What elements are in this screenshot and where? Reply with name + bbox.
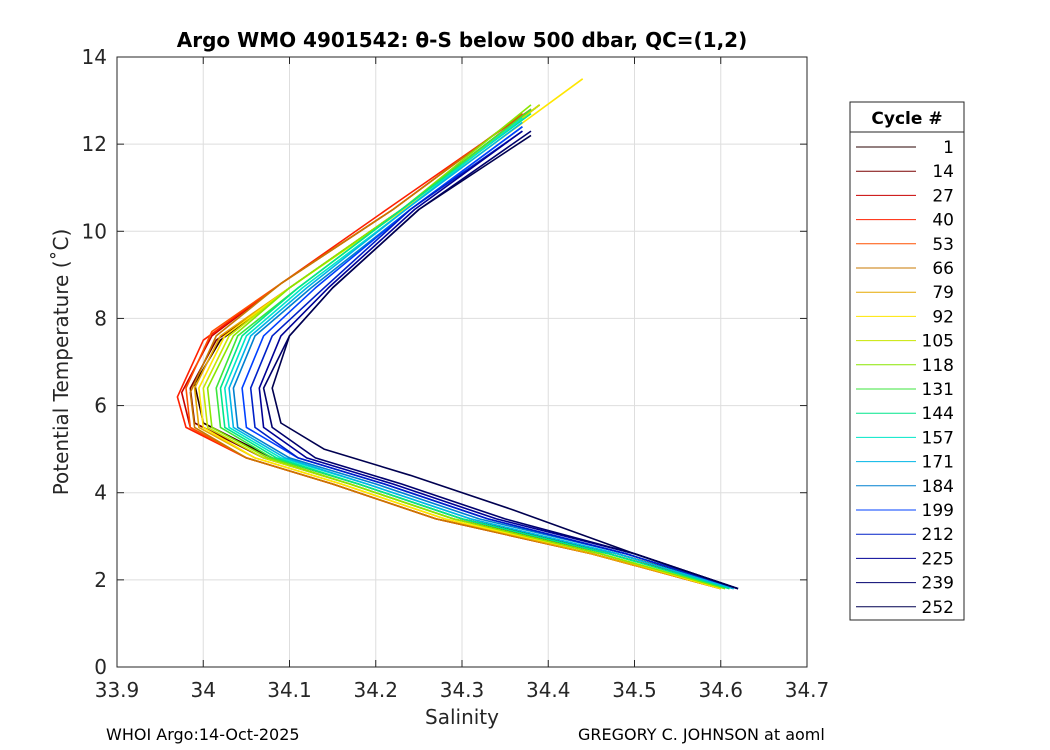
legend-label-131: 131 [922, 380, 954, 400]
chart-title: Argo WMO 4901542: θ-S below 500 dbar, QC… [177, 28, 747, 52]
x-axis-label: Salinity [425, 705, 499, 729]
y-tick-label: 14 [82, 45, 107, 69]
footer-author: GREGORY C. JOHNSON at aoml [578, 725, 825, 744]
x-tick-label: 34.4 [526, 678, 571, 702]
series-line-cycle-184 [232, 126, 739, 590]
legend-label-199: 199 [922, 501, 954, 521]
legend-label-53: 53 [932, 235, 954, 255]
legend-label-184: 184 [922, 477, 954, 497]
y-tick-label: 8 [94, 306, 107, 330]
legend-label-40: 40 [932, 211, 954, 231]
y-tick-label: 2 [94, 568, 107, 592]
series-line-cycle-118 [206, 104, 726, 590]
legend-label-239: 239 [922, 574, 954, 594]
plot-area: 33.9 34 34.1 34.2 34.3 34.4 34.5 34.6 34.7 0 2 4 6 8… [82, 45, 830, 702]
legend-label-79: 79 [932, 283, 954, 303]
legend-label-118: 118 [922, 356, 954, 376]
series-layer [176, 78, 739, 590]
y-tick-label: 12 [82, 132, 107, 156]
series-line-cycle-144 [219, 112, 730, 590]
legend-entries: 1 14 27 40 53 66 79 92 105 118 131 144 157 171 184 199 2… [856, 138, 954, 618]
x-tick-label: 34.7 [785, 678, 830, 702]
y-tick-label: 10 [82, 219, 107, 243]
legend-label-27: 27 [932, 186, 954, 206]
legend-label-144: 144 [922, 404, 954, 424]
legend-label-171: 171 [922, 453, 954, 473]
legend-label-212: 212 [922, 525, 954, 545]
legend-label-225: 225 [922, 549, 954, 569]
legend-label-92: 92 [932, 307, 954, 327]
y-tick-label: 6 [94, 394, 107, 418]
legend-title: Cycle # [871, 109, 942, 129]
series-line-cycle-225 [258, 130, 739, 590]
legend-label-157: 157 [922, 428, 954, 448]
x-tick-label: 34.1 [267, 678, 312, 702]
series-line-cycle-252 [271, 134, 739, 590]
series-line-cycle-212 [249, 130, 739, 590]
legend-label-105: 105 [922, 332, 954, 352]
x-tick-label: 34.3 [440, 678, 485, 702]
x-tick-label: 34.6 [698, 678, 743, 702]
legend-label-1: 1 [943, 138, 954, 158]
x-tick-label: 34 [191, 678, 216, 702]
y-tick-label: 0 [94, 655, 107, 679]
y-tick-label: 4 [94, 481, 107, 505]
legend-label-252: 252 [922, 598, 954, 618]
y-axis-label: Potential Temperature (˚C) [49, 229, 73, 496]
x-tick-label: 33.9 [95, 678, 140, 702]
legend-label-14: 14 [932, 162, 954, 182]
series-line-cycle-171 [228, 121, 734, 590]
series-line-cycle-66 [189, 112, 721, 590]
x-tick-label: 34.5 [612, 678, 657, 702]
footer-credit-date: WHOI Argo:14-Oct-2025 [106, 725, 300, 744]
legend: Cycle # 1 14 27 40 53 66 79 92 105 118 131 144 157 17… [849, 101, 965, 621]
y-axis-ticks: 0 2 4 6 8 10 12 14 [82, 45, 807, 679]
legend-box [849, 101, 965, 621]
x-tick-label: 34.2 [353, 678, 398, 702]
legend-label-66: 66 [932, 259, 954, 279]
x-axis-ticks: 33.9 34 34.1 34.2 34.3 34.4 34.5 34.6 34.7 [95, 57, 830, 702]
